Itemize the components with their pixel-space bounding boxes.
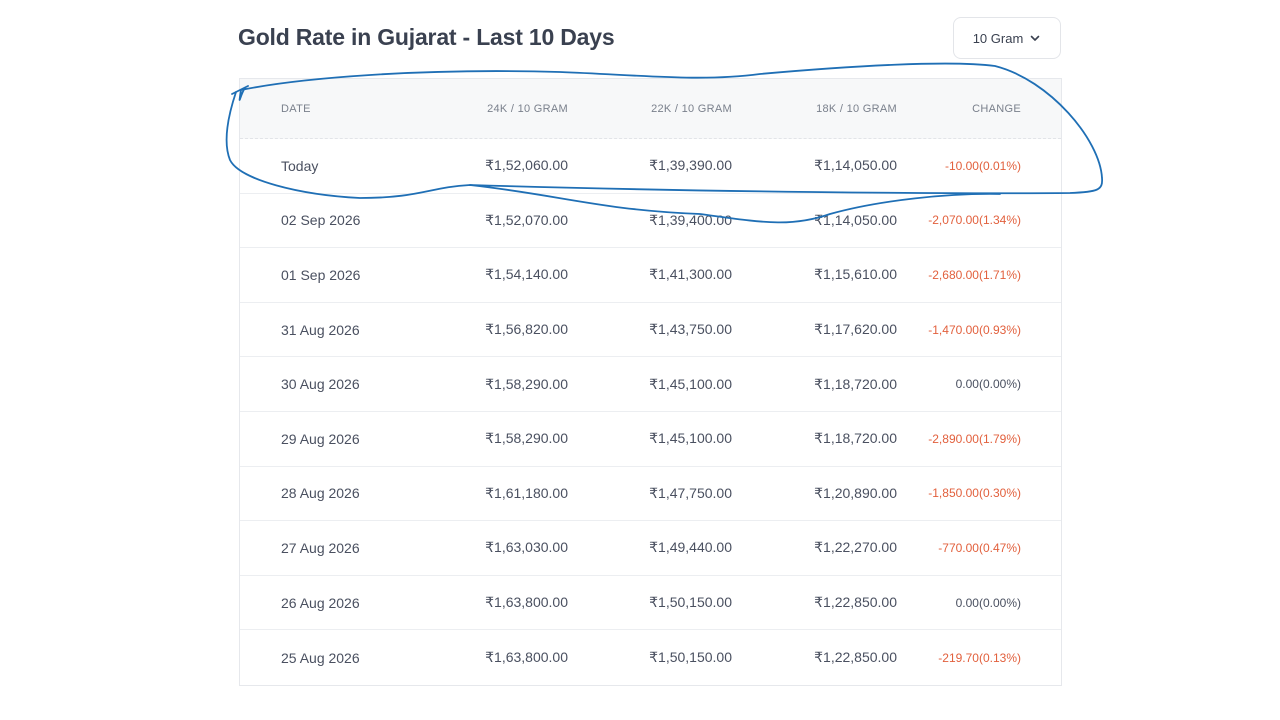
page-title: Gold Rate in Gujarat - Last 10 Days [238,24,615,50]
table-row: 25 Aug 2026 ₹1,63,800.00 ₹1,50,150.00 ₹1,22… [240,630,1061,685]
table-row: 28 Aug 2026 ₹1,61,180.00 ₹1,47,750.00 ₹1,20… [240,467,1061,522]
row-24k-price: ₹1,58,290.00 [485,430,568,447]
row-24k-price: ₹1,63,030.00 [485,539,568,556]
table-row: 30 Aug 2026 ₹1,58,290.00 ₹1,45,100.00 ₹1,18… [240,357,1061,412]
row-24k-price: ₹1,56,820.00 [485,321,568,338]
row-date: 29 Aug 2026 [281,430,360,447]
row-18k-price: ₹1,14,050.00 [814,211,897,228]
row-change: 0.00(0.00%) [955,595,1021,610]
row-change: -2,680.00(1.71%) [928,267,1021,282]
row-22k-price: ₹1,39,390.00 [649,157,732,174]
table-header-row: DATE 24K / 10 GRAM 22K / 10 GRAM 18K / 1… [240,79,1061,139]
row-change: -2,070.00(1.34%) [928,213,1021,228]
row-22k-price: ₹1,41,300.00 [649,266,732,283]
row-date: 31 Aug 2026 [281,321,360,338]
table-row: 27 Aug 2026 ₹1,63,030.00 ₹1,49,440.00 ₹1,22… [240,521,1061,576]
row-22k-price: ₹1,50,150.00 [649,649,732,666]
row-date: 26 Aug 2026 [281,594,360,611]
row-18k-price: ₹1,18,720.00 [814,375,897,392]
gold-rate-table: DATE 24K / 10 GRAM 22K / 10 GRAM 18K / 1… [239,78,1062,686]
row-date: 02 Sep 2026 [281,212,361,229]
header-date: DATE [281,102,311,115]
row-22k-price: ₹1,45,100.00 [649,430,732,447]
row-change: 0.00(0.00%) [955,377,1021,392]
row-24k-price: ₹1,52,060.00 [485,157,568,174]
table-body: Today ₹1,52,060.00 ₹1,39,390.00 ₹1,14,050.0… [240,139,1061,685]
row-24k-price: ₹1,63,800.00 [485,594,568,611]
row-change: -770.00(0.47%) [938,540,1021,555]
row-18k-price: ₹1,14,050.00 [814,157,897,174]
row-change: -219.70(0.13%) [938,650,1021,665]
row-24k-price: ₹1,54,140.00 [485,266,568,283]
table-row: 31 Aug 2026 ₹1,56,820.00 ₹1,43,750.00 ₹1,17… [240,303,1061,358]
row-change: -1,850.00(0.30%) [928,486,1021,501]
row-date: 30 Aug 2026 [281,376,360,393]
row-change: -1,470.00(0.93%) [928,322,1021,337]
chevron-down-icon [1029,32,1041,44]
row-18k-price: ₹1,17,620.00 [814,321,897,338]
unit-dropdown-value: 10 Gram [972,30,1024,46]
table-row: 01 Sep 2026 ₹1,54,140.00 ₹1,41,300.00 ₹1,15… [240,248,1061,303]
header-change: CHANGE [972,102,1021,115]
row-date: Today [281,157,319,174]
row-22k-price: ₹1,45,100.00 [649,375,732,392]
row-18k-price: ₹1,22,270.00 [814,539,897,556]
unit-dropdown[interactable]: 10 Gram [953,17,1061,59]
row-18k-price: ₹1,15,610.00 [814,266,897,283]
row-22k-price: ₹1,39,400.00 [649,211,732,228]
row-24k-price: ₹1,63,800.00 [485,649,568,666]
row-change: -2,890.00(1.79%) [928,431,1021,446]
header-18k: 18K / 10 GRAM [816,102,897,115]
table-row: 02 Sep 2026 ₹1,52,070.00 ₹1,39,400.00 ₹1,14… [240,194,1061,249]
table-row: Today ₹1,52,060.00 ₹1,39,390.00 ₹1,14,050.0… [240,139,1061,194]
row-change: -10.00(0.01%) [944,158,1021,173]
row-date: 01 Sep 2026 [281,266,361,283]
row-22k-price: ₹1,43,750.00 [649,321,732,338]
row-18k-price: ₹1,22,850.00 [814,594,897,611]
row-24k-price: ₹1,52,070.00 [485,211,568,228]
row-22k-price: ₹1,50,150.00 [649,594,732,611]
header-24k: 24K / 10 GRAM [487,102,568,115]
table-row: 26 Aug 2026 ₹1,63,800.00 ₹1,50,150.00 ₹1,22… [240,576,1061,631]
header-22k: 22K / 10 GRAM [651,102,732,115]
row-date: 25 Aug 2026 [281,649,360,666]
row-18k-price: ₹1,18,720.00 [814,430,897,447]
row-24k-price: ₹1,58,290.00 [485,375,568,392]
row-24k-price: ₹1,61,180.00 [485,484,568,501]
row-date: 28 Aug 2026 [281,485,360,502]
row-date: 27 Aug 2026 [281,539,360,556]
row-22k-price: ₹1,49,440.00 [649,539,732,556]
table-row: 29 Aug 2026 ₹1,58,290.00 ₹1,45,100.00 ₹1,18… [240,412,1061,467]
row-18k-price: ₹1,22,850.00 [814,649,897,666]
row-18k-price: ₹1,20,890.00 [814,484,897,501]
row-22k-price: ₹1,47,750.00 [649,484,732,501]
